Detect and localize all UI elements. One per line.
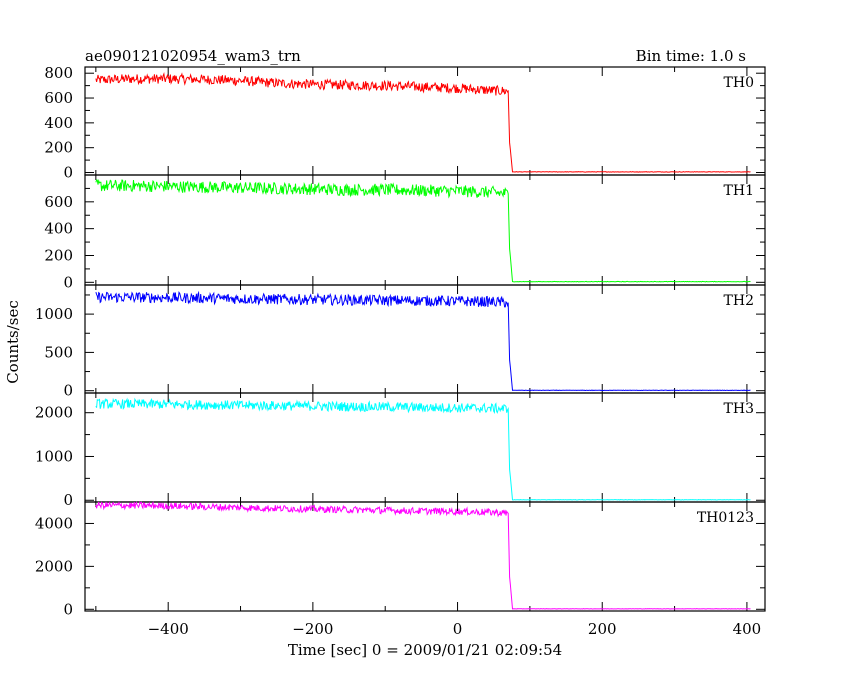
series-line-th0123 — [95, 500, 751, 610]
y-tick-label: 200 — [44, 246, 73, 264]
panel-th0: 0 200 400 600 800 TH0 — [44, 64, 766, 182]
y-tick-label: 600 — [44, 89, 73, 107]
y-tick-label: 0 — [63, 273, 73, 291]
y-tick-label: 600 — [44, 193, 73, 211]
y-tick-label: 1000 — [35, 447, 73, 465]
y-tick-label: 400 — [44, 114, 73, 132]
panel-frame — [84, 284, 766, 394]
y-tick-label: 200 — [44, 139, 73, 157]
y-tick-label: 0 — [63, 382, 73, 400]
y-tick-label: 4000 — [35, 514, 73, 532]
y-axis-title: Counts/sec — [4, 300, 22, 384]
y-tick-label: 800 — [44, 64, 73, 82]
panel-label: TH0123 — [697, 510, 754, 526]
panels-group: 0 200 400 600 800 TH0 0 200 400 600 TH1 0 500 1000 TH2… — [35, 64, 766, 618]
panel-frame — [84, 501, 766, 612]
y-tick-label: 0 — [63, 164, 73, 182]
panel-th0123: 0 2000 4000 TH0123 — [35, 500, 766, 618]
x-tick-label: 0 — [453, 620, 463, 638]
series-line-th2 — [95, 290, 751, 392]
bin-time-label: Bin time: 1.0 s — [636, 47, 746, 65]
y-tick-label: 1000 — [35, 305, 73, 323]
series-line-th3 — [95, 397, 751, 501]
panel-th3: 0 1000 2000 TH3 — [35, 392, 766, 509]
panel-label: TH2 — [724, 293, 754, 309]
x-axis: −400 −200 0 200 400 — [148, 620, 762, 638]
x-tick-label: 200 — [588, 620, 617, 638]
x-tick-label: −400 — [148, 620, 189, 638]
series-line-th1 — [95, 179, 751, 283]
panel-frame — [84, 66, 766, 176]
series-line-th0 — [95, 71, 751, 173]
x-axis-title: Time [sec] 0 = 2009/01/21 02:09:54 — [288, 641, 562, 659]
y-tick-label: 2000 — [35, 404, 73, 422]
panel-label: TH0 — [724, 75, 754, 91]
x-tick-label: −200 — [292, 620, 333, 638]
y-tick-label: 0 — [63, 491, 73, 509]
panel-th2: 0 500 1000 TH2 — [35, 284, 766, 400]
panel-label: TH3 — [724, 401, 754, 417]
y-tick-label: 500 — [44, 343, 73, 361]
figure-title: ae090121020954_wam3_trn — [85, 47, 301, 65]
panel-label: TH1 — [724, 183, 754, 199]
x-tick-label: 400 — [733, 620, 762, 638]
panel-th1: 0 200 400 600 TH1 — [44, 174, 766, 291]
y-tick-label: 0 — [63, 600, 73, 618]
y-tick-label: 400 — [44, 220, 73, 238]
y-tick-label: 2000 — [35, 557, 73, 575]
